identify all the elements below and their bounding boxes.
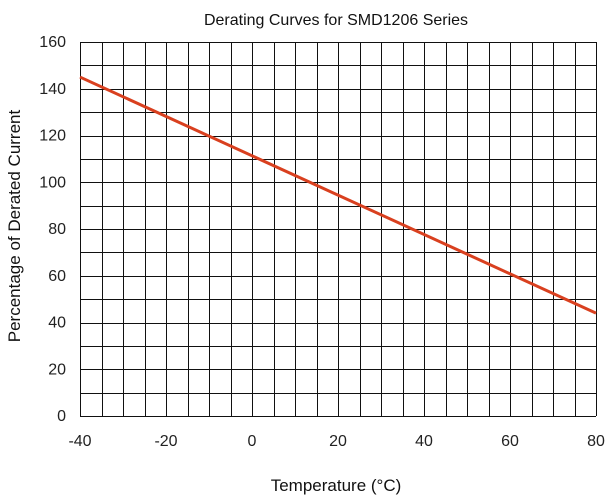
y-tick-label: 0 <box>57 408 66 425</box>
y-tick-label: 20 <box>48 361 66 378</box>
y-tick-label: 160 <box>39 34 66 51</box>
x-tick-label: 0 <box>248 433 257 450</box>
x-tick-label: 80 <box>587 433 605 450</box>
y-tick-label: 80 <box>48 221 66 238</box>
x-axis-tick-labels: -40 -20 0 20 40 60 80 <box>68 433 605 450</box>
y-tick-label: 120 <box>39 128 66 145</box>
x-tick-label: 20 <box>329 433 347 450</box>
y-axis-tick-labels: 0 20 40 60 80 100 120 140 160 <box>39 34 66 425</box>
y-tick-label: 40 <box>48 315 66 332</box>
chart-title: Derating Curves for SMD1206 Series <box>204 12 468 29</box>
y-tick-label: 140 <box>39 81 66 98</box>
y-tick-label: 60 <box>48 268 66 285</box>
derating-curve-line <box>79 75 597 315</box>
plot-grid <box>80 42 597 417</box>
x-tick-label: -20 <box>154 433 177 450</box>
x-tick-label: 40 <box>415 433 433 450</box>
data-series <box>79 75 597 315</box>
y-tick-label: 100 <box>39 174 66 191</box>
x-tick-label: 60 <box>501 433 519 450</box>
y-axis-label: Percentage of Derated Current <box>5 109 24 342</box>
x-tick-label: -40 <box>68 433 91 450</box>
x-axis-label: Temperature (°C) <box>271 476 402 495</box>
